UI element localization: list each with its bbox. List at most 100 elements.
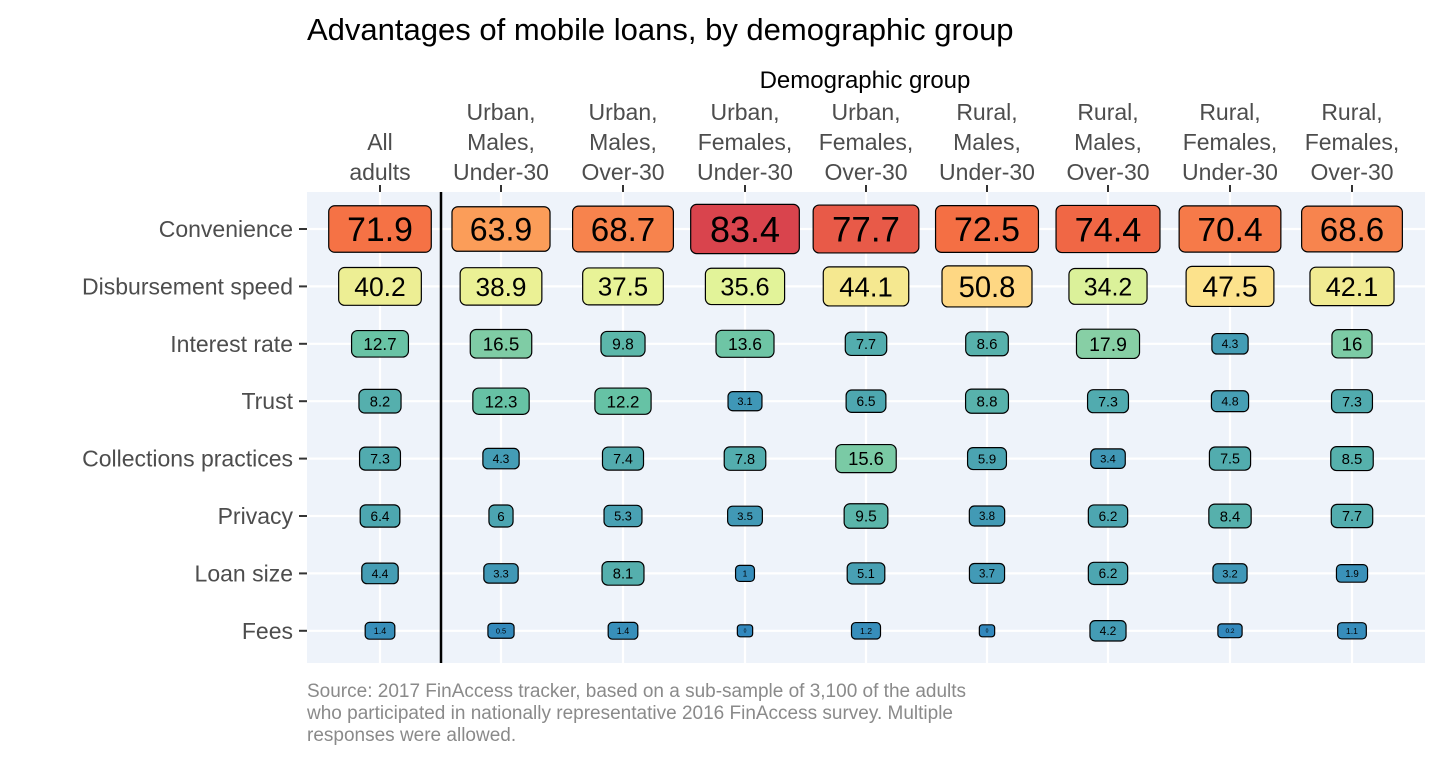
cell-box [483, 563, 519, 584]
cell-value: 0 [744, 629, 747, 635]
cell-box [472, 387, 530, 415]
column-labels: All adults Urban, Males, Under-30 Urban, Males… [349, 99, 1399, 192]
row-label: Convenience [159, 216, 293, 242]
cell-value: 74.4 [1075, 211, 1142, 249]
cell-box [459, 267, 543, 306]
cell-value: 3.3 [493, 568, 509, 580]
column-label: Over-30 [1066, 159, 1149, 185]
cell-box [1178, 205, 1282, 253]
column-label: Females, [1183, 129, 1278, 155]
heatmap-cells: 71.9 63.9 68.7 83.4 77.7 72.5 74.4 70.4 68.640.2… [328, 203, 1403, 642]
cell-value: 42.1 [1326, 272, 1379, 302]
cell-value: 3.5 [737, 511, 753, 523]
cell-value: 16 [1342, 333, 1363, 354]
cell-box [968, 562, 1006, 584]
cell-value: 5.3 [614, 509, 632, 524]
cell-box [1309, 266, 1395, 307]
cell-value: 12.3 [485, 392, 518, 411]
cell-box [965, 331, 1009, 357]
cell-box [1211, 332, 1249, 355]
cell-value: 35.6 [720, 273, 769, 301]
cell-value: 7.8 [735, 452, 755, 468]
cell-value: 72.5 [954, 211, 1020, 249]
cell-box [690, 203, 800, 255]
cell-value: 3.7 [979, 569, 995, 581]
cell-value: 68.7 [591, 212, 655, 249]
cell-box [727, 391, 763, 412]
cell-box [978, 624, 996, 638]
cell-box [600, 330, 646, 357]
column-label: Urban, [831, 99, 900, 125]
cell-box [964, 388, 1010, 414]
cell-box [1212, 563, 1248, 584]
row-label: Loan size [195, 560, 293, 586]
cell-value: 7.7 [1342, 509, 1362, 525]
cell-value: 6 [497, 509, 504, 524]
cell-value: 5.9 [978, 451, 996, 466]
cell-value: 15.6 [848, 448, 884, 469]
cell-value: 44.1 [839, 271, 893, 302]
cell-box [812, 204, 920, 254]
cell-value: 0.5 [496, 626, 506, 635]
cell-box [835, 443, 897, 474]
cell-value: 9.5 [855, 509, 877, 526]
cell-box [1217, 623, 1243, 639]
column-label: Over-30 [824, 159, 907, 185]
column-label: Urban, [466, 99, 535, 125]
cell-value: 6.4 [371, 509, 390, 524]
cell-value: 38.9 [476, 272, 527, 302]
cell-box [487, 622, 515, 639]
cell-box [607, 621, 639, 640]
cell-box [1068, 267, 1148, 305]
cell-box [715, 329, 775, 358]
caption-line: who participated in nationally represent… [306, 703, 953, 724]
cell-value: 4.3 [493, 452, 510, 466]
cell-box [850, 621, 882, 640]
cell-box [736, 624, 754, 638]
cell-value: 83.4 [710, 209, 780, 250]
cell-value: 68.6 [1320, 212, 1384, 249]
cell-box [601, 561, 645, 586]
cell-box [1330, 389, 1374, 414]
cell-value: 13.6 [728, 334, 762, 354]
cell-box [1075, 328, 1141, 360]
cell-value: 0.2 [1225, 628, 1234, 635]
cell-box [844, 331, 888, 357]
cell-box [704, 267, 786, 306]
cell-value: 12.2 [607, 392, 640, 411]
cell-value: 77.7 [832, 211, 900, 250]
column-label: Rural, [1321, 99, 1382, 125]
cell-value: 7.7 [856, 337, 876, 353]
cell-box [1087, 504, 1129, 528]
row-label: Interest rate [170, 331, 293, 357]
column-label: Urban, [588, 99, 657, 125]
cell-box [1089, 620, 1127, 642]
cell-value: 17.9 [1089, 334, 1127, 356]
cell-value: 37.5 [598, 274, 648, 302]
cell-box [1087, 561, 1129, 586]
column-label: Under-30 [1182, 159, 1278, 185]
cell-value: 70.4 [1197, 212, 1262, 249]
cell-value: 12.7 [363, 335, 396, 354]
cell-box [350, 329, 410, 358]
column-label: Females, [1305, 129, 1400, 155]
row-label: Disbursement speed [82, 273, 293, 299]
cell-value: 4.4 [372, 567, 389, 581]
column-label: Over-30 [1310, 159, 1393, 185]
cell-value: 8.6 [977, 336, 998, 353]
cell-value: 3.8 [979, 510, 995, 523]
cell-box [359, 504, 401, 528]
column-label: Rural, [1199, 99, 1260, 125]
cell-value: 8.5 [1342, 452, 1363, 468]
row-label: Collections practices [82, 446, 293, 472]
cell-box [1185, 265, 1275, 308]
cell-value: 34.2 [1084, 273, 1132, 301]
cell-box [328, 205, 432, 253]
cell-value: 6.5 [856, 394, 875, 409]
cell-value: 1 [743, 568, 748, 578]
cell-value: 8.1 [613, 567, 633, 583]
cell-box [846, 562, 886, 585]
cell-value: 3.2 [1222, 568, 1237, 580]
column-label: Under-30 [453, 159, 549, 185]
column-label: Under-30 [697, 159, 793, 185]
